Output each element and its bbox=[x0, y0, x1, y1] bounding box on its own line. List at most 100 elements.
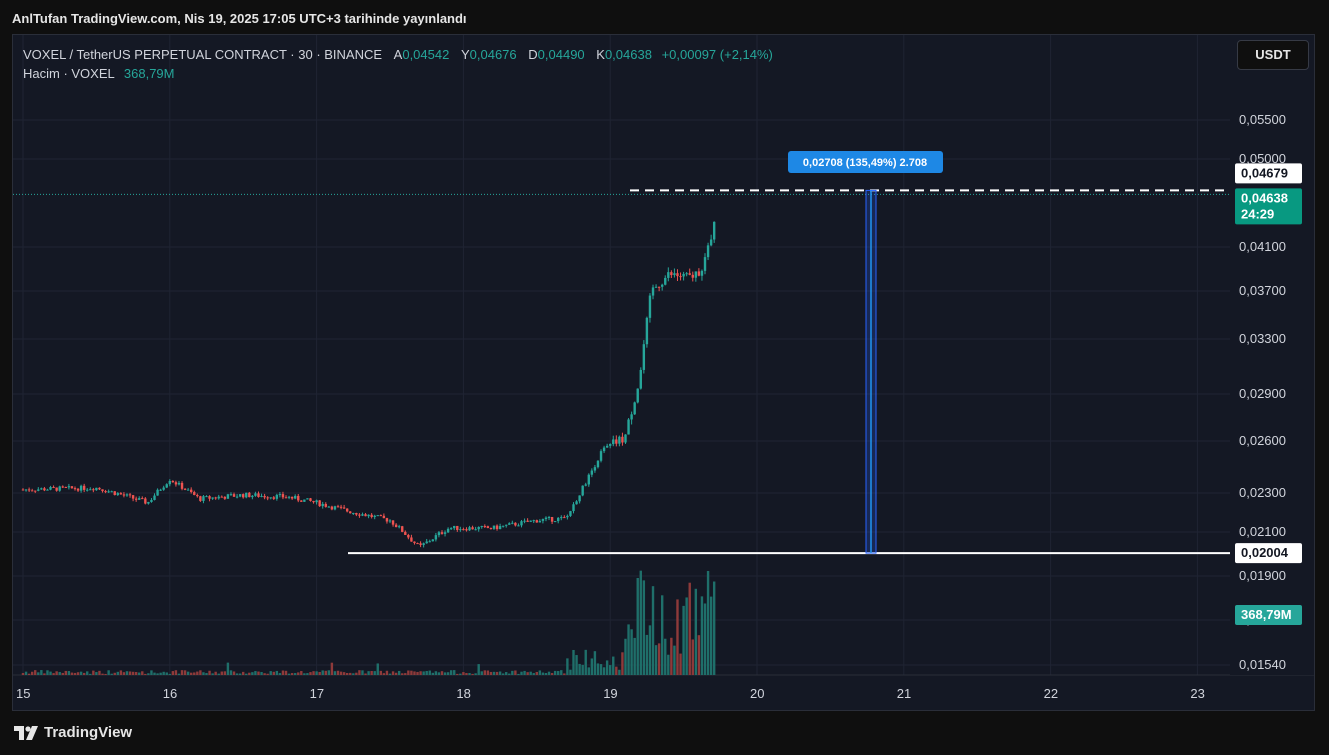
measure-label[interactable]: 0,02708 (135,49%) 2.708 bbox=[788, 151, 943, 173]
candle-body bbox=[413, 541, 416, 544]
candle-body bbox=[682, 273, 685, 277]
volume-bar bbox=[508, 673, 511, 675]
volume-bar bbox=[290, 673, 294, 675]
volume-bar bbox=[98, 670, 101, 675]
price-axis-label: 0,01540 bbox=[1239, 657, 1286, 672]
candle-body bbox=[107, 491, 110, 493]
price-axis-label: 0,03300 bbox=[1239, 331, 1286, 346]
volume-bar bbox=[584, 649, 587, 675]
candle-body bbox=[660, 284, 664, 287]
volume-label[interactable]: Hacim · VOXEL bbox=[23, 66, 115, 81]
measure-label-bg bbox=[788, 151, 943, 173]
volume-bar bbox=[700, 596, 704, 675]
volume-bar bbox=[49, 671, 52, 675]
volume-bar bbox=[465, 673, 468, 675]
candle-body bbox=[645, 317, 649, 345]
candle-body bbox=[605, 445, 609, 448]
candle-body bbox=[242, 494, 245, 498]
volume-bar bbox=[43, 673, 46, 675]
volume-bar bbox=[394, 672, 398, 675]
volume-bar bbox=[382, 673, 386, 675]
volume-bar bbox=[673, 645, 676, 675]
candle-body bbox=[199, 496, 202, 501]
volume-bar bbox=[630, 629, 633, 675]
time-axis-label: 22 bbox=[1044, 686, 1058, 701]
candle-body bbox=[266, 497, 269, 499]
candle-body bbox=[260, 495, 263, 497]
price-chart[interactable]: 0,02708 (135,49%) 2.708 0,055000,050000,… bbox=[13, 35, 1315, 711]
candle-body bbox=[498, 526, 502, 530]
candle-body bbox=[670, 272, 673, 276]
candle-body bbox=[223, 496, 227, 499]
footer-brand[interactable]: TradingView bbox=[14, 724, 132, 741]
candle-body bbox=[422, 543, 425, 545]
volume-bar bbox=[358, 670, 361, 675]
volume-bar bbox=[605, 660, 609, 675]
volume-bar bbox=[260, 672, 263, 675]
volume-bar bbox=[557, 671, 560, 675]
volume-bar bbox=[633, 637, 636, 675]
candle-body bbox=[131, 495, 135, 499]
volume-bar bbox=[336, 670, 340, 675]
candle-body bbox=[193, 492, 196, 495]
candle-body bbox=[82, 485, 86, 490]
top-line-badge[interactable]: 0,04679 bbox=[1235, 163, 1302, 184]
volume-bar bbox=[52, 673, 55, 675]
candle-body bbox=[358, 514, 361, 516]
candle-body bbox=[303, 499, 306, 502]
candle-body bbox=[664, 277, 667, 285]
candle-body bbox=[431, 539, 435, 542]
candle-body bbox=[434, 535, 438, 540]
volume-bar bbox=[110, 673, 113, 675]
volume-bar bbox=[119, 670, 123, 675]
symbol-title[interactable]: VOXEL / TetherUS PERPETUAL CONTRACT · 30… bbox=[23, 47, 383, 62]
candle-body bbox=[306, 498, 309, 500]
chart-panel[interactable]: 0,02708 (135,49%) 2.708 0,05500 0,05000 0,… bbox=[12, 34, 1315, 711]
volume-bar bbox=[664, 638, 667, 675]
price-axis-label: 0,02300 bbox=[1239, 485, 1286, 500]
candle-body bbox=[563, 517, 566, 519]
candle-body bbox=[269, 497, 272, 499]
volume-bar bbox=[370, 670, 373, 675]
volume-bar bbox=[345, 672, 349, 675]
candle-body bbox=[541, 519, 545, 521]
volume-bar bbox=[333, 671, 337, 675]
volume-bar bbox=[520, 671, 523, 675]
candle-body bbox=[471, 527, 474, 530]
volume-bar bbox=[238, 673, 242, 675]
candle-body bbox=[486, 526, 490, 528]
candle-body bbox=[190, 489, 193, 493]
volume-bar bbox=[697, 635, 701, 675]
currency-button[interactable]: USDT bbox=[1237, 40, 1309, 70]
candle-body bbox=[321, 503, 324, 507]
volume-bar bbox=[566, 658, 569, 675]
candle-body bbox=[89, 489, 92, 491]
candle-body bbox=[578, 495, 581, 502]
last-price-badge-text: 24:29 bbox=[1241, 206, 1274, 221]
close-label: K bbox=[596, 47, 605, 62]
candle-body bbox=[34, 490, 37, 492]
volume-bar bbox=[269, 671, 272, 675]
volume-badge[interactable]: 368,79M bbox=[1235, 605, 1302, 625]
candle-body bbox=[342, 507, 346, 509]
candle-body bbox=[254, 493, 257, 496]
candle-body bbox=[437, 532, 441, 536]
candle-body bbox=[55, 487, 58, 491]
candle-body bbox=[667, 272, 670, 278]
bottom-line-badge[interactable]: 0,02004 bbox=[1235, 543, 1302, 564]
volume-bar bbox=[205, 673, 208, 675]
volume-bar bbox=[440, 671, 444, 675]
candle-body bbox=[367, 514, 370, 517]
candle-body bbox=[581, 485, 584, 496]
volume-bar bbox=[532, 673, 535, 675]
volume-bar bbox=[413, 671, 416, 675]
candle-body bbox=[122, 494, 126, 496]
volume-bar bbox=[70, 672, 74, 675]
volume-bar bbox=[609, 665, 612, 675]
volume-bar bbox=[511, 670, 514, 675]
change-value: +0,00097 (+2,14%) bbox=[661, 47, 773, 62]
volume-bar bbox=[501, 673, 505, 675]
candle-body bbox=[162, 487, 165, 490]
candle-body bbox=[27, 489, 31, 491]
